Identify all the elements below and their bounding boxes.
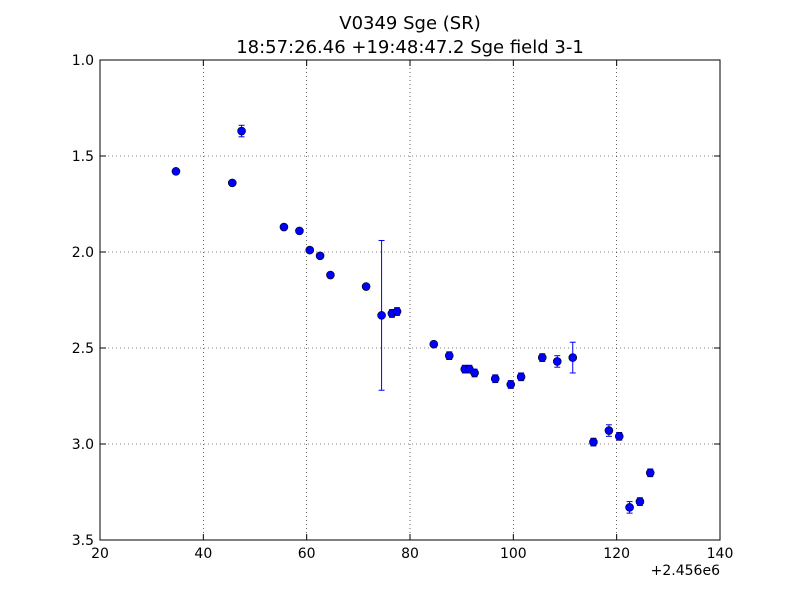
data-point <box>516 372 526 382</box>
data-point <box>279 222 289 232</box>
data-point <box>315 251 325 261</box>
plot-frame <box>99 59 721 541</box>
data-point <box>645 468 655 478</box>
data-marker <box>315 251 325 261</box>
x-axis-offset-label: +2.456e6 <box>651 563 720 579</box>
data-marker <box>645 468 655 478</box>
data-marker <box>614 432 624 441</box>
data-point <box>227 178 237 188</box>
data-point <box>589 437 598 447</box>
data-point <box>361 282 371 291</box>
data-marker <box>490 374 500 384</box>
chart-subtitle: 18:57:26.46 +19:48:47.2 Sge field 3-1 <box>236 37 584 58</box>
data-marker <box>568 353 578 362</box>
data-point <box>326 270 335 280</box>
data-marker <box>326 270 335 280</box>
y-tick-label: 2.0 <box>72 245 94 261</box>
data-marker <box>444 351 454 360</box>
data-points <box>171 124 655 514</box>
data-marker <box>589 437 598 447</box>
data-marker <box>635 497 645 506</box>
data-marker <box>625 503 634 512</box>
grid-lines <box>100 60 720 540</box>
data-marker <box>305 245 315 255</box>
x-tick-label: 20 <box>91 546 109 562</box>
data-point <box>429 339 439 349</box>
data-marker <box>295 226 304 236</box>
data-point <box>568 341 578 374</box>
data-point <box>552 355 562 368</box>
x-tick-label: 40 <box>194 546 212 562</box>
data-point <box>171 167 181 176</box>
data-marker <box>237 126 246 136</box>
data-point <box>392 307 402 316</box>
data-marker <box>516 372 526 382</box>
data-marker <box>361 282 371 291</box>
data-marker <box>552 357 562 366</box>
data-marker <box>377 311 386 320</box>
x-tick-label: 140 <box>707 546 734 562</box>
axis-ticks: 20 40 60 80 100 120 140 1.0 1.5 2.0 2.5 3.0 3.5 <box>72 53 734 562</box>
data-point <box>470 368 479 378</box>
chart-title: V0349 Sge (SR) <box>339 13 480 34</box>
x-tick-label: 60 <box>298 546 316 562</box>
data-marker <box>392 307 402 316</box>
x-tick-label: 80 <box>401 546 419 562</box>
data-point <box>614 431 624 441</box>
data-point <box>444 351 454 361</box>
data-marker <box>506 380 516 389</box>
x-tick-label: 100 <box>500 546 527 562</box>
data-point <box>237 124 246 138</box>
y-tick-label: 1.5 <box>72 149 94 165</box>
data-marker <box>537 353 547 362</box>
data-marker <box>470 368 479 378</box>
y-tick-label: 3.5 <box>72 533 94 549</box>
data-marker <box>279 222 289 232</box>
data-point <box>377 239 386 391</box>
data-marker <box>171 167 181 176</box>
data-point <box>490 374 500 384</box>
data-marker <box>604 426 614 435</box>
data-point <box>625 501 634 514</box>
data-marker <box>227 178 237 188</box>
data-point <box>537 353 547 362</box>
data-point <box>305 245 315 255</box>
data-marker <box>429 339 439 349</box>
x-tick-label: 120 <box>603 546 630 562</box>
data-point <box>295 226 304 236</box>
data-point <box>604 424 614 437</box>
data-point <box>506 380 516 389</box>
y-tick-label: 2.5 <box>72 341 94 357</box>
y-tick-label: 1.0 <box>72 53 94 69</box>
data-point <box>635 497 645 506</box>
y-tick-label: 3.0 <box>72 437 94 453</box>
